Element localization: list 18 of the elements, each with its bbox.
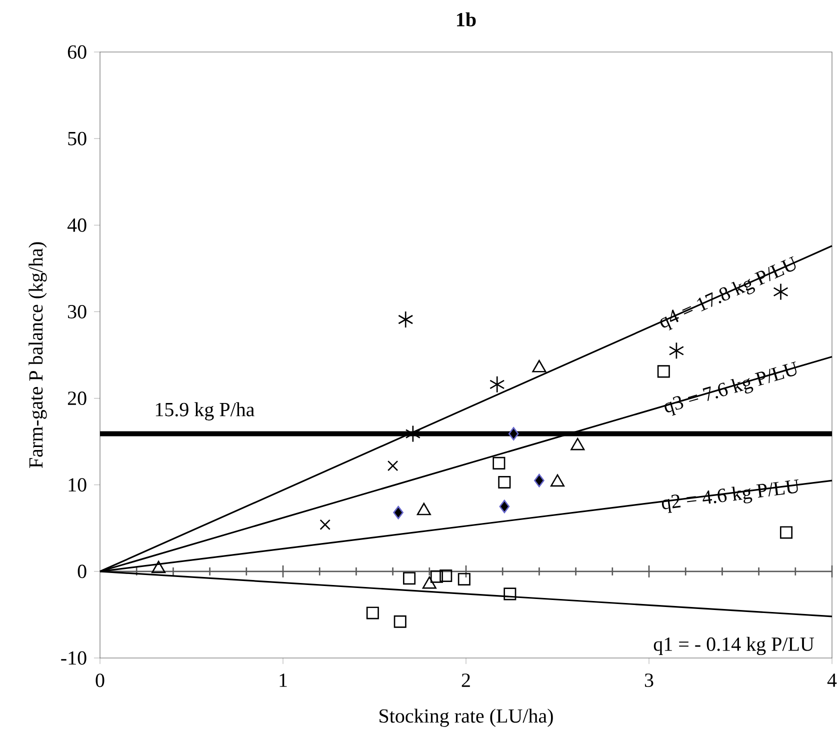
- y-tick-label: 40: [67, 218, 86, 232]
- x-tick-label: 3: [644, 674, 654, 688]
- x-tick-label: 0: [96, 674, 104, 688]
- y-tick-label: 10: [68, 478, 86, 492]
- y-tick-label: 0: [78, 564, 86, 578]
- y-tick-label: 30: [68, 304, 86, 318]
- y-tick-label: -10: [61, 651, 86, 665]
- chart-title: 1b: [457, 12, 476, 26]
- y-tick-label: 50: [68, 132, 86, 146]
- x-tick-label: 1: [280, 674, 287, 687]
- annotation: q1 = - 0.14 kg P/LU: [654, 636, 814, 656]
- ref-line-label: 15.9 kg P/ha: [156, 402, 254, 420]
- x-tick-label: 2: [462, 674, 470, 687]
- x-axis-title: Stocking rate (LU/ha): [380, 708, 553, 727]
- y-tick-label: 60: [68, 45, 86, 59]
- y-tick-label: 20: [68, 392, 86, 406]
- x-tick-label: 4: [827, 674, 837, 687]
- y-axis-title: Farm-gate P balance (kg/ha): [28, 242, 47, 468]
